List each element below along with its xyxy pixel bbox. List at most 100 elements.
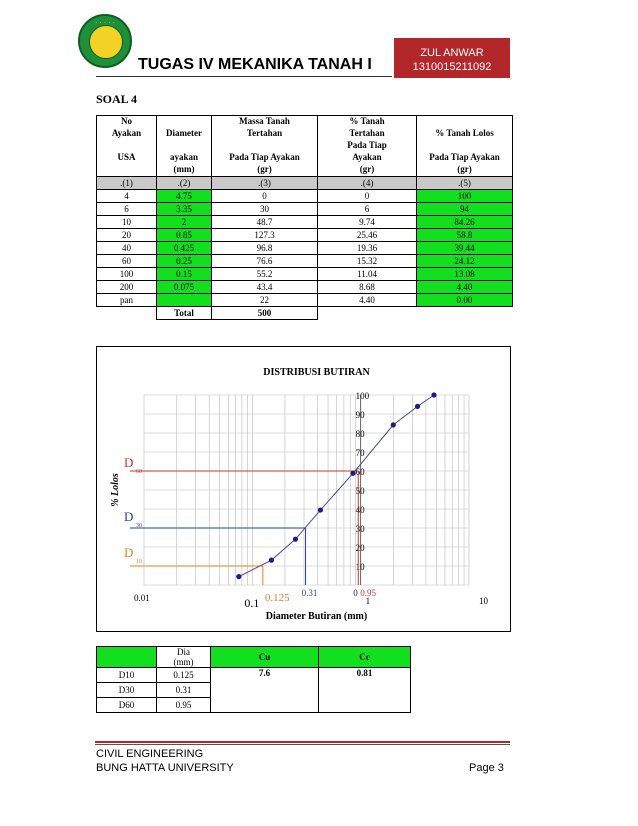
- cu-value: 7.6: [210, 667, 319, 713]
- header-divider: [96, 76, 392, 77]
- y-tick-label: 30: [356, 524, 366, 534]
- total-value: 500: [211, 306, 318, 320]
- sieve-cell: 2: [156, 215, 212, 229]
- dia-header-line2: (mm): [173, 657, 194, 667]
- sieve-cell: 20: [96, 228, 157, 242]
- sieve-cell: 10: [96, 215, 157, 229]
- sieve-header-cell: (gr): [317, 164, 417, 177]
- cc-value: 0.81: [318, 667, 411, 713]
- sieve-cell: 96.8: [211, 241, 318, 255]
- sieve-header-cell: Ayakan: [317, 152, 417, 164]
- sieve-table-header: No Massa Tanah% Tanah Ayakan Diameter Tertah…: [96, 115, 513, 190]
- sieve-header-cell: [416, 115, 513, 128]
- table-row: 20 0.85 127.3 25.46 58.8: [96, 228, 513, 242]
- sieve-cell: 9.74: [317, 215, 417, 229]
- sieve-cell: 39.44: [416, 241, 513, 255]
- sieve-cell: 8.68: [317, 280, 417, 294]
- y-tick-label: 50: [356, 486, 366, 496]
- summary-row-value: 0.31: [156, 682, 211, 698]
- footer-divider: [95, 744, 510, 745]
- sieve-cell: 58.8: [416, 228, 513, 242]
- y-tick-label: 90: [356, 410, 366, 420]
- sieve-cell: 100: [96, 267, 157, 281]
- sieve-cell: 0.15: [156, 267, 212, 281]
- sieve-cell: 55.2: [211, 267, 318, 281]
- sieve-cell: 94: [416, 202, 513, 216]
- sieve-index-cell: .(5): [416, 176, 513, 190]
- data-point: [414, 403, 421, 409]
- summary-header-dia: Dia (mm): [156, 646, 211, 668]
- grain-distribution-chart-frame: DISTRIBUSI BUTIRAN % Lolos Diameter Butira…: [96, 346, 511, 632]
- footer-divider-red: [95, 741, 510, 743]
- sieve-header-cell: (mm): [156, 164, 212, 177]
- x-tick-label: 10: [479, 596, 489, 606]
- summary-row-value: 0.125: [156, 667, 211, 683]
- sieve-cell: 40: [96, 241, 157, 255]
- sieve-cell: 15.32: [317, 254, 417, 268]
- table-row: 200 0.075 43.4 8.68 4.40: [96, 280, 513, 294]
- sieve-cell: 0.425: [156, 241, 212, 255]
- y-tick-label: 10: [356, 562, 366, 572]
- summary-row-label: D10: [96, 667, 157, 683]
- dia-header-line1: Dia: [177, 647, 190, 657]
- reference-label: D: [124, 545, 133, 560]
- sieve-header-cell: (gr): [211, 164, 318, 177]
- reference-label: D: [124, 509, 133, 524]
- sieve-cell: 0: [317, 189, 417, 203]
- sieve-cell: 6: [317, 202, 417, 216]
- data-point: [317, 507, 324, 513]
- summary-row-label: D60: [96, 697, 157, 713]
- sieve-index-cell: .(1): [96, 176, 157, 190]
- x-tick-label: 1: [366, 596, 371, 606]
- sieve-header-cell: [96, 140, 157, 152]
- sieve-header-cell: Pada Tiap Ayakan: [416, 152, 513, 164]
- sieve-header-cell: USA: [96, 152, 157, 164]
- document-title: TUGAS IV MEKANIKA TANAH I: [138, 56, 372, 73]
- sieve-analysis-table: No Massa Tanah% Tanah Ayakan Diameter Tertah…: [96, 115, 513, 320]
- author-id: 1310015211092: [412, 61, 492, 73]
- grain-distribution-chart: DISTRIBUSI BUTIRAN % Lolos Diameter Butira…: [110, 367, 489, 622]
- d30-value-label: 0.31: [302, 588, 318, 598]
- data-point: [390, 422, 396, 428]
- section-title: SOAL 4: [96, 92, 138, 106]
- footer-department: CIVIL ENGINEERING: [96, 748, 204, 760]
- sieve-cell: 60: [96, 254, 157, 268]
- total-spacer: [97, 307, 157, 320]
- y-axis-label: % Lolos: [110, 473, 121, 507]
- footer-university: BUNG HATTA UNIVERSITY: [96, 762, 234, 774]
- sieve-header-cell: [96, 164, 157, 177]
- summary-header-cu: Cu: [210, 646, 319, 668]
- data-point: [431, 392, 437, 398]
- x-tick-label: 0.1: [244, 596, 259, 610]
- reference-label: D: [124, 455, 133, 470]
- sieve-cell: 76.6: [211, 254, 318, 268]
- table-row: 4 4.75 0 0 100: [96, 189, 513, 203]
- table-row: 10 2 48.7 9.74 84.26: [96, 215, 513, 229]
- sieve-cell: 4.75: [156, 189, 212, 203]
- table-row: 60 0.25 76.6 15.32 24.12: [96, 254, 513, 268]
- sieve-cell: 30: [211, 202, 318, 216]
- sieve-index-cell: .(3): [211, 176, 318, 190]
- sieve-header-cell: [211, 140, 318, 152]
- sieve-cell: 0.075: [156, 280, 212, 294]
- sieve-table-body: 4 4.75 0 0 100 6 3.35 30 6 94 10 2 48.7 9.74 84.26 20 0.…: [96, 189, 513, 320]
- series-line: [238, 394, 435, 578]
- chart-title: DISTRIBUSI BUTIRAN: [263, 367, 370, 378]
- y-tick-label: 70: [356, 448, 366, 458]
- reference-subscript: 10: [136, 559, 142, 565]
- data-point: [268, 557, 275, 563]
- sieve-cell: 100: [416, 189, 513, 203]
- y-tick-label: 40: [356, 505, 366, 515]
- sieve-cell: 3.35: [156, 202, 212, 216]
- sieve-cell: 24.12: [416, 254, 513, 268]
- sieve-header-cell: ayakan: [156, 152, 212, 164]
- sieve-cell: 0: [211, 189, 318, 203]
- sieve-cell: 25.46: [317, 228, 417, 242]
- sieve-header-cell: (gr): [416, 164, 513, 177]
- sieve-index-cell: .(2): [156, 176, 212, 190]
- sieve-cell: 200: [96, 280, 157, 294]
- sieve-cell: 19.36: [317, 241, 417, 255]
- sieve-cell: 13.08: [416, 267, 513, 281]
- table-row: 40 0.425 96.8 19.36 39.44: [96, 241, 513, 255]
- d60-zero-label: 0: [353, 588, 358, 598]
